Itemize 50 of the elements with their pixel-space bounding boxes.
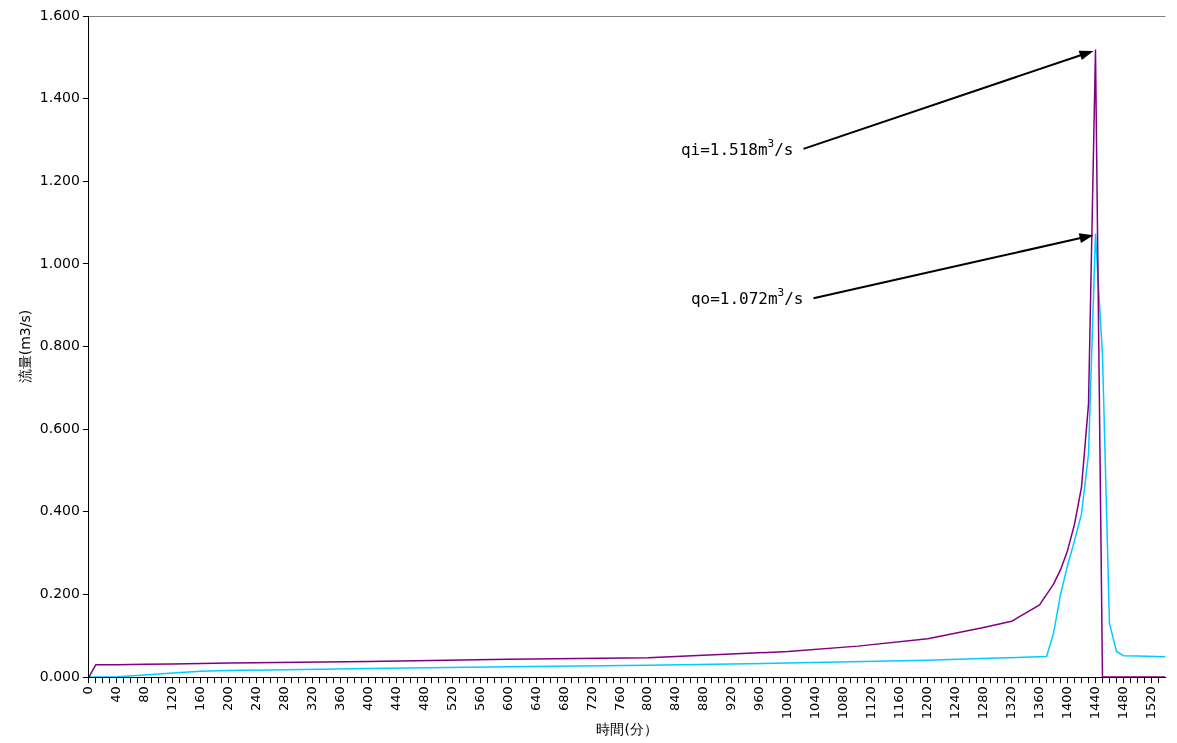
y-tick-label: 0.000	[39, 667, 80, 684]
y-tick-label: 1.600	[39, 6, 80, 23]
x-tick-label: 1000	[779, 686, 795, 720]
x-tick-label: 80	[136, 686, 152, 703]
x-tick-label: 840	[667, 686, 683, 711]
x-tick-label: 280	[275, 686, 291, 711]
y-tick-label: 0.400	[39, 502, 80, 519]
x-tick-label: 360	[331, 686, 347, 711]
x-tick-label: 1480	[1114, 686, 1130, 720]
y-tick-label: 1.000	[39, 254, 80, 271]
x-tick-label: 720	[583, 686, 599, 711]
x-tick-label: 800	[639, 686, 655, 711]
x-tick-label: 1160	[891, 686, 907, 720]
x-tick-label: 1040	[807, 686, 823, 720]
x-tick-label: 440	[387, 686, 403, 711]
x-tick-label: 1400	[1058, 686, 1074, 720]
x-tick-label: 1520	[1142, 686, 1158, 720]
x-tick-label: 680	[555, 686, 571, 711]
y-tick-label: 1.400	[39, 89, 80, 106]
x-tick-label: 40	[108, 686, 124, 703]
x-tick-label: 1280	[975, 686, 991, 720]
x-tick-label: 640	[527, 686, 543, 711]
x-tick-label: 160	[192, 686, 208, 711]
x-tick-label: 1080	[835, 686, 851, 720]
x-tick-label: 520	[443, 686, 459, 711]
x-tick-label: 1320	[1002, 686, 1018, 720]
x-tick-label: 600	[499, 686, 515, 711]
x-tick-label: 1440	[1086, 686, 1102, 720]
x-tick-label: 560	[471, 686, 487, 711]
x-tick-label: 480	[415, 686, 431, 711]
x-tick-label: 320	[303, 686, 319, 711]
x-tick-label: 240	[248, 686, 264, 711]
x-tick-label: 1360	[1030, 686, 1046, 720]
x-tick-label: 1200	[919, 686, 935, 720]
y-tick-label: 0.600	[39, 419, 80, 436]
x-tick-label: 920	[723, 686, 739, 711]
x-tick-label: 880	[695, 686, 711, 711]
x-tick-label: 120	[164, 686, 180, 711]
y-tick-label: 1.200	[39, 171, 80, 188]
x-tick-label: 200	[220, 686, 236, 711]
y-axis-title: 流量(m3/s)	[17, 309, 34, 384]
y-tick-label: 0.200	[39, 585, 80, 602]
x-tick-label: 1120	[863, 686, 879, 720]
x-tick-label: 400	[359, 686, 375, 711]
y-tick-label: 0.800	[39, 337, 80, 354]
x-tick-label: 960	[751, 686, 767, 711]
x-tick-label: 760	[611, 686, 627, 711]
x-tick-label: 0	[80, 686, 96, 695]
x-axis-title: 時間(分）	[596, 721, 658, 738]
x-tick-label: 1240	[947, 686, 963, 720]
